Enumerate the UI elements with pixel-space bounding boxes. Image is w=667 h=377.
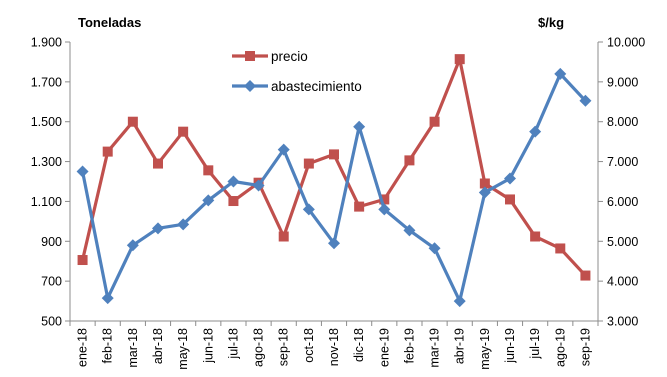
data-point-precio bbox=[203, 165, 214, 176]
right-tick-label: 4.000 bbox=[607, 275, 638, 289]
x-tick-label: ene-19 bbox=[377, 328, 391, 367]
legend-marker-abastecimiento bbox=[244, 80, 256, 92]
x-tick-label: may-19 bbox=[478, 328, 492, 370]
left-tick-label: 700 bbox=[41, 275, 62, 289]
x-tick-label: ago-18 bbox=[252, 328, 266, 367]
data-point-abastecimiento bbox=[252, 179, 265, 192]
x-tick-label: nov-18 bbox=[327, 328, 341, 366]
right-tick-label: 8.000 bbox=[607, 115, 638, 129]
data-point-precio bbox=[278, 231, 289, 242]
x-tick-label: jun-19 bbox=[503, 328, 517, 364]
left-tick-label: 500 bbox=[41, 315, 62, 329]
data-point-precio bbox=[102, 146, 113, 157]
right-tick-label: 10.000 bbox=[607, 36, 645, 50]
data-point-abastecimiento bbox=[453, 295, 466, 308]
data-point-abastecimiento bbox=[353, 120, 366, 133]
left-tick-label: 1.100 bbox=[31, 195, 62, 209]
x-tick-label: feb-19 bbox=[402, 328, 416, 363]
data-point-abastecimiento bbox=[478, 186, 491, 199]
x-tick-label: may-18 bbox=[176, 328, 190, 370]
left-tick-label: 900 bbox=[41, 235, 62, 249]
data-point-abastecimiento bbox=[76, 165, 89, 178]
x-tick-label: sep-19 bbox=[578, 328, 592, 366]
right-tick-label: 3.000 bbox=[607, 315, 638, 329]
data-point-abastecimiento bbox=[126, 239, 139, 252]
data-point-abastecimiento bbox=[277, 143, 290, 156]
data-point-precio bbox=[303, 158, 314, 169]
left-tick-label: 1.900 bbox=[31, 36, 62, 50]
data-point-precio bbox=[580, 270, 591, 281]
data-point-abastecimiento bbox=[177, 218, 190, 231]
data-point-precio bbox=[429, 116, 440, 127]
data-point-abastecimiento bbox=[152, 222, 164, 235]
x-tick-label: jul-18 bbox=[226, 328, 240, 360]
data-point-precio bbox=[127, 116, 138, 127]
legend-marker-precio bbox=[245, 51, 255, 61]
right-tick-label: 7.000 bbox=[607, 155, 638, 169]
legend-label-precio: precio bbox=[271, 49, 308, 64]
right-tick-label: 6.000 bbox=[607, 195, 638, 209]
right-tick-label: 5.000 bbox=[607, 235, 638, 249]
data-point-abastecimiento bbox=[101, 292, 114, 305]
data-point-precio bbox=[505, 194, 515, 205]
data-point-abastecimiento bbox=[328, 237, 340, 250]
left-tick-label: 1.700 bbox=[31, 75, 62, 89]
data-point-abastecimiento bbox=[579, 94, 592, 107]
left-axis-title: Toneladas bbox=[78, 15, 141, 30]
data-point-precio bbox=[354, 201, 365, 212]
data-point-precio bbox=[329, 149, 339, 160]
data-point-precio bbox=[77, 255, 88, 266]
x-tick-label: jul-19 bbox=[528, 328, 542, 360]
right-axis-title: $/kg bbox=[538, 15, 564, 30]
data-point-precio bbox=[379, 194, 390, 205]
data-point-precio bbox=[404, 155, 415, 166]
left-tick-label: 1.300 bbox=[31, 155, 62, 169]
data-point-precio bbox=[530, 231, 541, 242]
data-point-abastecimiento bbox=[554, 67, 567, 80]
data-point-abastecimiento bbox=[403, 224, 416, 237]
data-point-precio bbox=[454, 54, 465, 65]
x-tick-label: mar-18 bbox=[126, 328, 140, 368]
x-tick-label: ene-18 bbox=[76, 328, 90, 367]
data-point-precio bbox=[479, 178, 490, 189]
legend-label-abastecimiento: abastecimiento bbox=[271, 79, 362, 94]
x-tick-label: dic-18 bbox=[352, 328, 366, 362]
x-tick-label: jun-18 bbox=[201, 328, 215, 364]
data-point-precio bbox=[178, 126, 189, 137]
x-tick-label: abr-19 bbox=[453, 328, 467, 364]
right-tick-label: 9.000 bbox=[607, 75, 638, 89]
data-point-precio bbox=[555, 243, 566, 254]
x-tick-label: feb-18 bbox=[101, 328, 115, 363]
x-tick-label: ago-19 bbox=[553, 328, 567, 367]
x-tick-label: mar-19 bbox=[428, 328, 442, 368]
data-point-abastecimiento bbox=[529, 125, 542, 138]
left-tick-label: 1.500 bbox=[31, 115, 62, 129]
data-point-abastecimiento bbox=[428, 242, 441, 255]
series-line-abastecimiento bbox=[81, 72, 587, 303]
x-tick-label: abr-18 bbox=[151, 328, 165, 364]
x-tick-label: oct-18 bbox=[302, 328, 316, 363]
data-point-precio bbox=[228, 196, 239, 207]
data-point-abastecimiento bbox=[504, 172, 516, 185]
data-point-abastecimiento bbox=[227, 175, 240, 188]
data-point-precio bbox=[153, 158, 163, 169]
data-point-abastecimiento bbox=[378, 203, 391, 216]
data-point-abastecimiento bbox=[302, 203, 315, 216]
data-point-abastecimiento bbox=[202, 194, 215, 207]
x-tick-label: sep-18 bbox=[277, 328, 291, 366]
